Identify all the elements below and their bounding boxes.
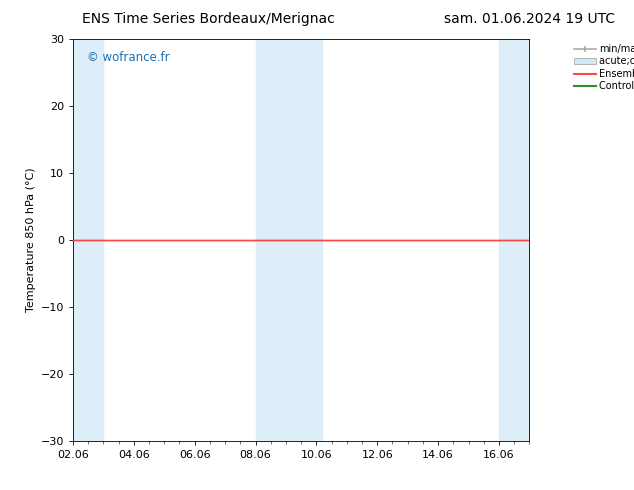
Text: © wofrance.fr: © wofrance.fr (87, 51, 169, 64)
Bar (73, 39, 103, 441)
Y-axis label: Temperature 850 hPa (°C): Temperature 850 hPa (°C) (26, 168, 36, 313)
Text: sam. 01.06.2024 19 UTC: sam. 01.06.2024 19 UTC (444, 12, 615, 26)
Text: ENS Time Series Bordeaux/Merignac: ENS Time Series Bordeaux/Merignac (82, 12, 335, 26)
Legend: min/max, acute;cart type, Ensemble mean run, Controll run: min/max, acute;cart type, Ensemble mean … (574, 44, 634, 91)
Bar (499, 39, 529, 441)
Bar (256, 39, 323, 441)
